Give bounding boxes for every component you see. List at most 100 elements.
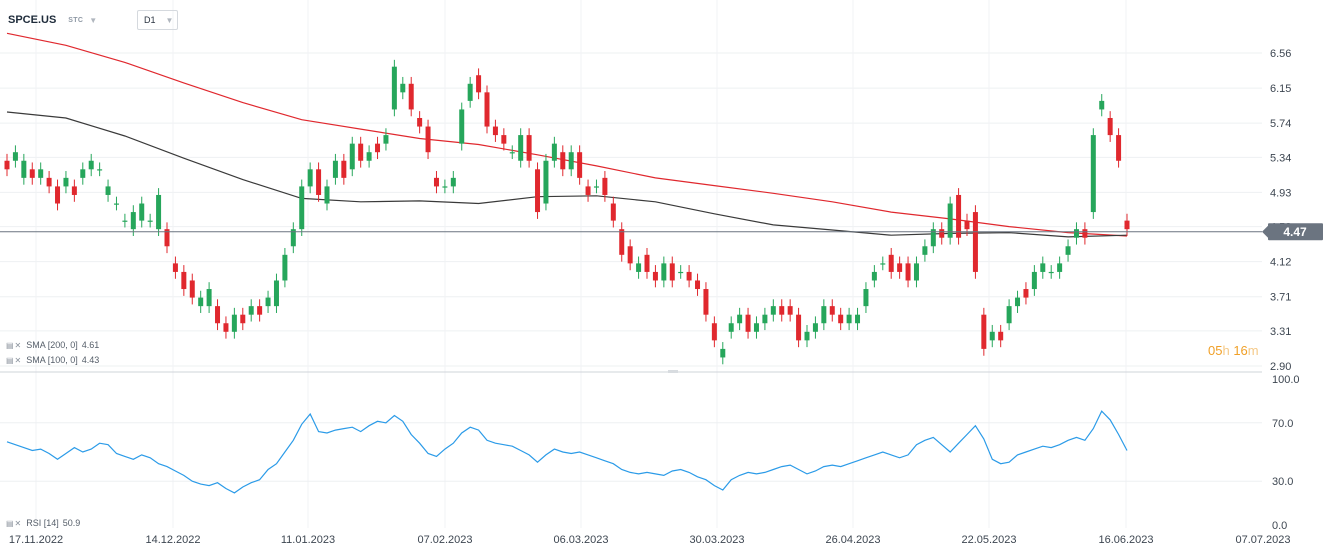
candle-body — [1099, 100, 1105, 110]
candle-body — [703, 289, 709, 315]
candle-body — [4, 160, 10, 170]
candle-body — [38, 169, 44, 178]
candle-body — [55, 186, 61, 204]
candle-body — [1073, 229, 1079, 238]
candle-countdown: 05h 16m — [1208, 343, 1259, 358]
candle-body — [29, 169, 35, 178]
candle-body — [492, 126, 498, 136]
rsi-legend[interactable]: ▤✕ RSI [14] 50.9 — [6, 518, 80, 528]
candle-body — [737, 314, 743, 324]
sma200-label: SMA [200, 0] — [26, 340, 78, 350]
rsi-tick-label: 0.0 — [1272, 520, 1287, 532]
candle-body — [543, 160, 549, 204]
candle-body — [383, 135, 389, 144]
candle-body — [1082, 229, 1088, 238]
price-tick-label: 3.71 — [1270, 292, 1291, 304]
candle-body — [97, 169, 103, 171]
candle-body — [593, 186, 599, 188]
symbol-selector[interactable]: SPCE.US STC ▼ — [8, 10, 97, 30]
timer-minutes-unit: m — [1247, 343, 1259, 358]
settings-close-icon[interactable]: ▤✕ — [6, 355, 23, 365]
sma200-value: 4.61 — [81, 340, 100, 350]
candle-body — [130, 212, 136, 230]
candle-body — [518, 135, 524, 161]
candle-body — [21, 160, 27, 178]
rsi-tick-label: 70.0 — [1272, 418, 1293, 430]
candle-body — [686, 271, 692, 281]
candle-body — [610, 203, 616, 221]
candle-body — [627, 246, 633, 264]
svg-text:4.47: 4.47 — [1283, 225, 1307, 239]
candle-body — [1015, 297, 1021, 307]
settings-close-icon[interactable]: ▤✕ — [6, 518, 23, 528]
price-axis[interactable]: 6.566.155.745.344.934.534.123.713.312.90 — [1270, 48, 1291, 373]
sma100-legend[interactable]: ▤✕ SMA [100, 0] 4.43 — [6, 355, 99, 365]
sma100-value: 4.43 — [81, 355, 100, 365]
candle-body — [1006, 306, 1012, 324]
candle-body — [1040, 263, 1046, 272]
candle-body — [88, 160, 94, 170]
rsi-axis[interactable]: 100.0 70.0 30.0 0.0 — [1272, 374, 1300, 532]
candle-body — [753, 323, 759, 332]
candle-body — [375, 143, 381, 153]
settings-close-icon[interactable]: ▤✕ — [6, 340, 23, 350]
date-tick-label: 26.04.2023 — [825, 534, 880, 546]
candle-body — [762, 314, 768, 324]
candle-body — [408, 83, 414, 110]
candle-body — [164, 229, 170, 247]
candle-body — [1116, 135, 1122, 161]
candle-body — [476, 75, 482, 93]
candle-body — [652, 271, 658, 281]
price-grid — [0, 52, 1262, 367]
candle-body — [812, 323, 818, 332]
candle-body — [324, 186, 330, 204]
candle-body — [644, 254, 650, 272]
time-axis[interactable]: 17.11.2022 14.12.2022 11.01.2023 07.02.2023… — [9, 534, 1291, 546]
timeframe-selector[interactable]: D1 ▼ — [137, 10, 179, 30]
candle-body — [181, 271, 187, 290]
symbol-name: SPCE.US — [8, 14, 57, 26]
candle-body — [888, 254, 894, 272]
sma200-legend[interactable]: ▤✕ SMA [200, 0] 4.61 — [6, 340, 99, 350]
candle-body — [821, 306, 827, 324]
candle-body — [956, 194, 962, 238]
timer-minutes: 16 — [1233, 343, 1248, 358]
candle-body — [215, 306, 221, 324]
candle-body — [265, 297, 271, 307]
candle-body — [720, 348, 726, 358]
candle-body — [551, 143, 557, 161]
candle-body — [855, 314, 861, 324]
candle-body — [366, 152, 372, 161]
price-tick-label: 6.15 — [1270, 83, 1291, 95]
price-tick-label: 2.90 — [1270, 361, 1291, 373]
candle-body — [905, 263, 911, 281]
candle-body — [417, 117, 423, 127]
candle-body — [981, 314, 987, 349]
pane-resize-handle[interactable] — [668, 370, 678, 373]
candle-body — [871, 271, 877, 281]
candle-body — [947, 203, 953, 238]
candle-body — [1023, 289, 1029, 298]
candle-body — [12, 152, 18, 161]
candle-body — [770, 306, 776, 315]
candle-body — [467, 83, 473, 101]
candle-body — [922, 246, 928, 255]
candle-body — [501, 135, 507, 144]
date-tick-label: 07.07.2023 — [1235, 534, 1290, 546]
candle-body — [863, 289, 869, 307]
candle-body — [316, 169, 322, 195]
timer-hours: 05 — [1208, 343, 1223, 358]
candle-body — [400, 83, 406, 93]
candle-body — [509, 152, 515, 154]
candle-body — [63, 177, 69, 187]
candle-body — [939, 229, 945, 238]
candle-body — [71, 186, 77, 195]
candle-body — [1031, 271, 1037, 290]
candle-body — [695, 280, 701, 290]
candles — [4, 59, 1130, 365]
candle-body — [619, 229, 625, 255]
candle-body — [560, 152, 566, 170]
instrument-type: STC — [68, 16, 84, 24]
candle-body — [602, 177, 608, 195]
